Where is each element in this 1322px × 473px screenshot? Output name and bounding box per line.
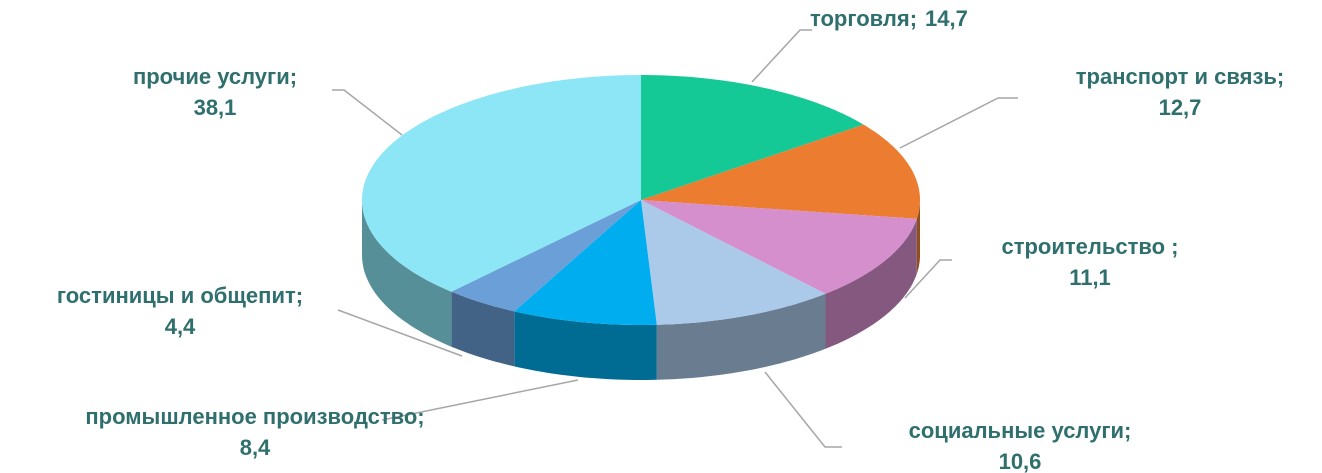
slice-side bbox=[451, 291, 515, 367]
slice bbox=[362, 75, 641, 292]
slice-side bbox=[514, 311, 657, 380]
slice bbox=[641, 200, 917, 294]
label-category: прочие услуги; bbox=[133, 64, 297, 89]
label-value: 4,4 bbox=[165, 314, 196, 339]
leader-line bbox=[764, 371, 842, 448]
slice bbox=[514, 200, 657, 325]
slice bbox=[641, 124, 920, 219]
leader-line bbox=[332, 89, 403, 136]
label-category: транспорт и связь; bbox=[1076, 64, 1284, 89]
data-label: гостиницы и общепит; 4,4 bbox=[57, 283, 303, 339]
label-value: 10,6 bbox=[999, 449, 1042, 473]
slice-side bbox=[825, 218, 917, 349]
data-label: промышленное производство; 8,4 bbox=[85, 404, 424, 460]
label-value: 12,7 bbox=[1159, 95, 1202, 120]
leader-line bbox=[904, 259, 952, 299]
data-label: строительство ; 11,1 bbox=[1001, 234, 1178, 290]
leader-line bbox=[337, 309, 463, 357]
pie-sides bbox=[362, 200, 920, 380]
label-category: гостиницы и общепит; bbox=[57, 283, 303, 308]
slice bbox=[451, 200, 641, 312]
data-label: торговля; 14,7 bbox=[810, 6, 968, 31]
data-label: социальные услуги; 10,6 bbox=[909, 418, 1132, 473]
label-value: 8,4 bbox=[240, 435, 271, 460]
slice bbox=[641, 75, 864, 200]
slice-side bbox=[916, 200, 920, 274]
pie-tops bbox=[362, 75, 920, 325]
leader-line bbox=[381, 379, 579, 421]
label-category: торговля; bbox=[810, 6, 917, 31]
data-label: прочие услуги; 38,1 bbox=[133, 64, 297, 120]
leader-line bbox=[899, 97, 1018, 149]
data-label: транспорт и связь; 12,7 bbox=[1076, 64, 1284, 120]
label-value: 38,1 bbox=[194, 95, 237, 120]
slice bbox=[641, 200, 826, 325]
label-category: промышленное производство; bbox=[85, 404, 424, 429]
label-category: строительство ; bbox=[1001, 234, 1178, 259]
label-value: 14,7 bbox=[925, 6, 968, 31]
label-category: социальные услуги; bbox=[909, 418, 1132, 443]
leader-line bbox=[751, 29, 812, 83]
label-value: 11,1 bbox=[1069, 265, 1111, 290]
slice-side bbox=[362, 200, 452, 347]
slice-side bbox=[656, 293, 826, 380]
